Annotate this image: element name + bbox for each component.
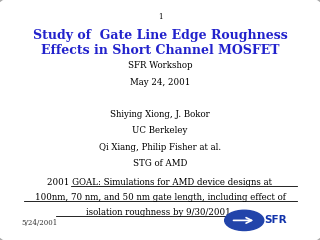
Text: isolation roughness by 9/30/2001.: isolation roughness by 9/30/2001. — [86, 208, 234, 216]
Text: Effects in Short Channel MOSFET: Effects in Short Channel MOSFET — [41, 44, 279, 57]
Text: Shiying Xiong, J. Bokor: Shiying Xiong, J. Bokor — [110, 110, 210, 119]
Text: 100nm, 70 nm, and 50 nm gate length, including effect of: 100nm, 70 nm, and 50 nm gate length, inc… — [35, 193, 285, 202]
Text: May 24, 2001: May 24, 2001 — [130, 78, 190, 87]
Text: Qi Xiang, Philip Fisher at al.: Qi Xiang, Philip Fisher at al. — [99, 143, 221, 152]
Text: STG of AMD: STG of AMD — [133, 159, 187, 168]
Text: SFR: SFR — [264, 215, 286, 225]
Text: Study of  Gate Line Edge Roughness: Study of Gate Line Edge Roughness — [33, 29, 287, 42]
Text: SFR Workshop: SFR Workshop — [128, 61, 192, 70]
Text: 5/24/2001: 5/24/2001 — [22, 219, 58, 227]
Ellipse shape — [225, 210, 264, 231]
Text: 1: 1 — [158, 13, 162, 21]
Text: 2001 GOAL: Simulations for AMD device designs at: 2001 GOAL: Simulations for AMD device de… — [47, 178, 273, 186]
Text: UC Berkeley: UC Berkeley — [132, 126, 188, 135]
